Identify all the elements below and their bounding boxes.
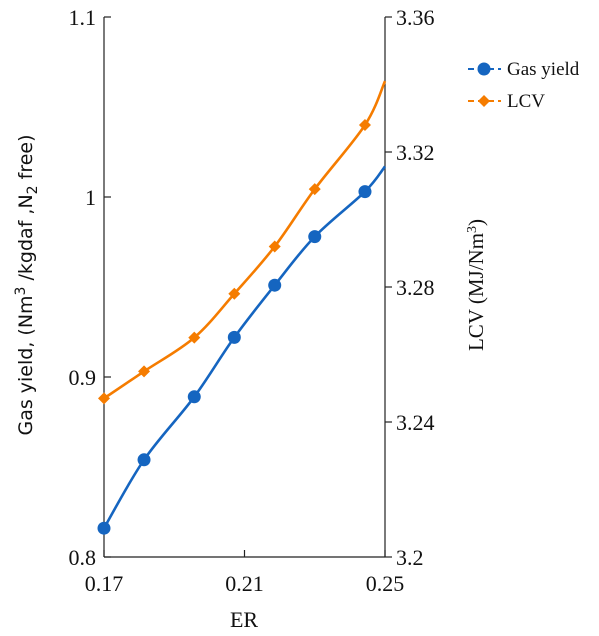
series-line-lcv (103, 80, 387, 400)
legend-item-lcv: LCV (468, 91, 545, 112)
right-y-tick-label: 3.36 (396, 5, 435, 30)
legend-label-gas-yield: Gas yield (507, 59, 580, 80)
data-point-lcv (138, 365, 151, 378)
x-axis-label: ER (230, 607, 258, 632)
data-point-gas-yield (97, 521, 111, 535)
left-y-tick-label: 0.9 (69, 365, 97, 390)
x-tick-label: 0.21 (225, 571, 264, 596)
legend-label-lcv: LCV (507, 91, 545, 112)
x-ticks: 0.17 0.21 0.25 (85, 550, 405, 596)
right-y-tick-label: 3.24 (396, 410, 435, 435)
data-point-gas-yield (268, 278, 282, 292)
data-point-gas-yield (187, 390, 201, 404)
right-y-axis-label: LCV (MJ/Nm3) (464, 219, 488, 351)
legend-marker-gas-yield (477, 62, 491, 76)
data-point-lcv (188, 331, 201, 344)
left-y-tick-label: 1.1 (69, 5, 97, 30)
right-y-tick-label: 3.32 (396, 140, 435, 165)
data-point-lcv (228, 287, 241, 300)
data-point-lcv (98, 392, 110, 405)
x-tick-label: 0.17 (85, 571, 124, 596)
right-y-tick-label: 3.2 (396, 545, 424, 570)
left-y-axis-label: Gas yield, (Nm3 /kgdaf ,N2 free) (13, 134, 41, 435)
data-point-gas-yield (137, 453, 151, 467)
data-point-lcv (308, 183, 321, 196)
legend-marker-lcv (478, 95, 490, 107)
data-point-lcv (358, 119, 371, 131)
series-line-gas-yield (102, 165, 387, 529)
left-y-tick-label: 1 (85, 185, 96, 210)
left-y-tick-label: 0.8 (69, 545, 97, 570)
series-layer (97, 80, 387, 535)
left-y-ticks: 0.8 0.9 1 1.1 (69, 5, 111, 570)
data-point-gas-yield (358, 185, 372, 199)
right-y-tick-label: 3.28 (396, 275, 435, 300)
legend-item-gas-yield: Gas yield (468, 59, 580, 80)
legend: Gas yield LCV (468, 59, 580, 112)
right-y-ticks: 3.2 3.24 3.28 3.32 3.36 (385, 5, 435, 570)
data-point-lcv (268, 240, 281, 253)
data-point-gas-yield (227, 330, 241, 344)
x-tick-label: 0.25 (366, 571, 405, 596)
data-point-gas-yield (308, 230, 322, 244)
